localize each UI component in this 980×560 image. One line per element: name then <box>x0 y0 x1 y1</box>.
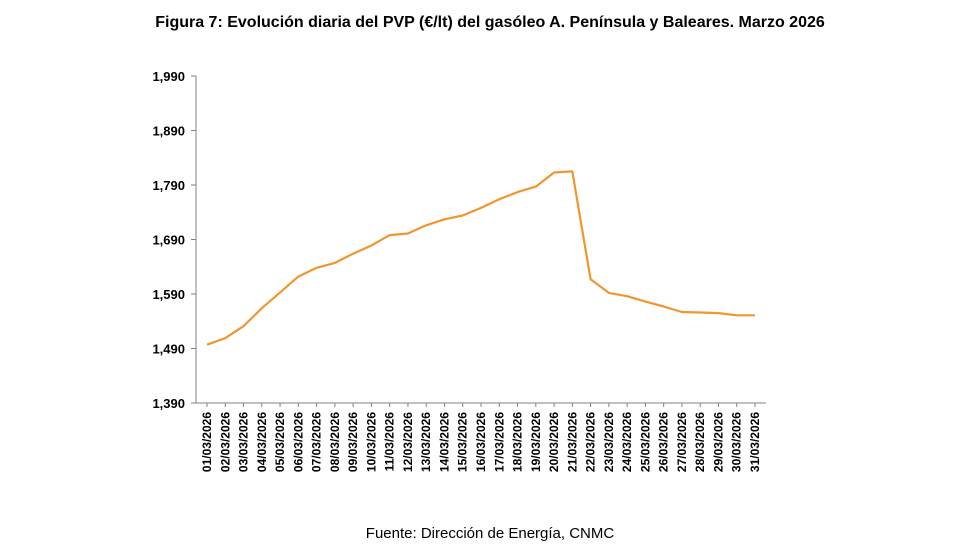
x-tick-label: 29/03/2026 <box>711 412 725 472</box>
x-tick-label: 11/03/2026 <box>383 412 397 472</box>
y-tick-label: 1,490 <box>152 342 185 357</box>
x-tick-label: 21/03/2026 <box>565 412 579 472</box>
x-tick-label: 20/03/2026 <box>547 412 561 472</box>
source-note: Fuente: Dirección de Energía, CNMC <box>365 525 615 542</box>
x-tick-label: 23/03/2026 <box>602 412 616 472</box>
y-tick-label: 1,390 <box>152 396 185 411</box>
plot-area <box>206 170 755 346</box>
y-tick-label: 1,590 <box>152 287 185 302</box>
y-tick-label: 1,990 <box>152 69 185 84</box>
x-tick-label: 08/03/2026 <box>328 412 342 472</box>
x-tick-label: 24/03/2026 <box>620 412 634 472</box>
x-tick-label: 30/03/2026 <box>730 412 744 472</box>
x-tick-label: 25/03/2026 <box>638 412 652 472</box>
x-tick-label: 13/03/2026 <box>419 412 433 472</box>
x-tick-label: 19/03/2026 <box>529 412 543 472</box>
x-tick-label: 05/03/2026 <box>273 412 287 472</box>
x-tick-label: 12/03/2026 <box>401 412 415 472</box>
y-axis-ticks: 1,990 1,890 1,790 1,690 1,590 1,490 1,390 <box>152 69 196 411</box>
x-tick-label: 28/03/2026 <box>693 412 707 472</box>
x-tick-label: 18/03/2026 <box>511 412 525 472</box>
x-tick-label: 10/03/2026 <box>364 412 378 472</box>
y-tick-label: 1,690 <box>152 233 185 248</box>
x-tick-label: 01/03/2026 <box>200 412 214 472</box>
x-tick-label: 26/03/2026 <box>657 412 671 472</box>
x-tick-label: 09/03/2026 <box>346 412 360 472</box>
series-line <box>206 170 755 346</box>
x-tick-label: 14/03/2026 <box>437 412 451 472</box>
x-tick-label: 03/03/2026 <box>237 412 251 472</box>
y-tick-label: 1,890 <box>152 124 185 139</box>
line-chart: 1,990 1,890 1,790 1,690 1,590 1,490 1,390 01/0… <box>152 69 766 472</box>
x-tick-label: 02/03/2026 <box>218 412 232 472</box>
chart-title: Figura 7: Evolución diaria del PVP (€/lt… <box>155 14 825 31</box>
x-tick-label: 31/03/2026 <box>748 412 762 472</box>
x-tick-label: 04/03/2026 <box>255 412 269 472</box>
x-tick-label: 06/03/2026 <box>291 412 305 472</box>
x-tick-label: 07/03/2026 <box>310 412 324 472</box>
x-tick-label: 16/03/2026 <box>474 412 488 472</box>
x-tick-label: 15/03/2026 <box>456 412 470 472</box>
x-axis-ticks: 01/03/2026 02/03/2026 03/03/2026 04/03/2026… <box>200 403 762 472</box>
x-tick-label: 22/03/2026 <box>584 412 598 472</box>
y-tick-label: 1,790 <box>152 178 185 193</box>
x-tick-label: 27/03/2026 <box>675 412 689 472</box>
chart-axes <box>195 76 766 404</box>
x-tick-label: 17/03/2026 <box>492 412 506 472</box>
